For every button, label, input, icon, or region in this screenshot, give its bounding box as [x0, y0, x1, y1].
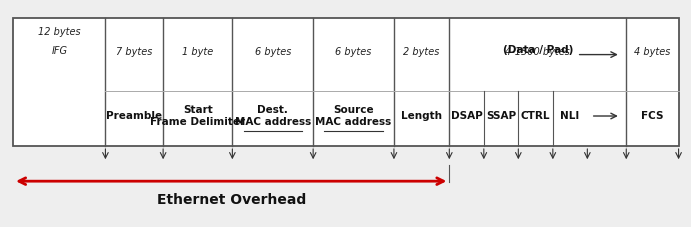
Text: DSAP: DSAP	[451, 111, 482, 121]
Text: SSAP: SSAP	[486, 111, 516, 121]
Text: Source
MAC address: Source MAC address	[315, 105, 392, 127]
Text: 1 byte: 1 byte	[182, 47, 214, 57]
Text: 6 bytes: 6 bytes	[335, 47, 372, 57]
Text: Length: Length	[401, 111, 442, 121]
Text: NLI: NLI	[560, 111, 580, 121]
Text: 6 bytes: 6 bytes	[254, 47, 291, 57]
Text: FCS: FCS	[641, 111, 663, 121]
Text: Ethernet Overhead: Ethernet Overhead	[157, 193, 306, 207]
Text: 12 bytes: 12 bytes	[38, 27, 81, 37]
Text: 2 bytes: 2 bytes	[404, 47, 439, 57]
Text: Preamble: Preamble	[106, 111, 162, 121]
Text: Dest.
MAC address: Dest. MAC address	[235, 105, 311, 127]
Text: 4 bytes: 4 bytes	[634, 47, 670, 57]
Text: (Data / Pad): (Data / Pad)	[502, 44, 573, 54]
Text: Start
Frame Delimiter: Start Frame Delimiter	[150, 105, 245, 127]
Text: 4-1500 bytes: 4-1500 bytes	[505, 47, 570, 57]
Text: 7 bytes: 7 bytes	[116, 47, 153, 57]
FancyBboxPatch shape	[13, 18, 679, 146]
Text: CTRL: CTRL	[521, 111, 550, 121]
Text: IFG: IFG	[51, 46, 67, 56]
